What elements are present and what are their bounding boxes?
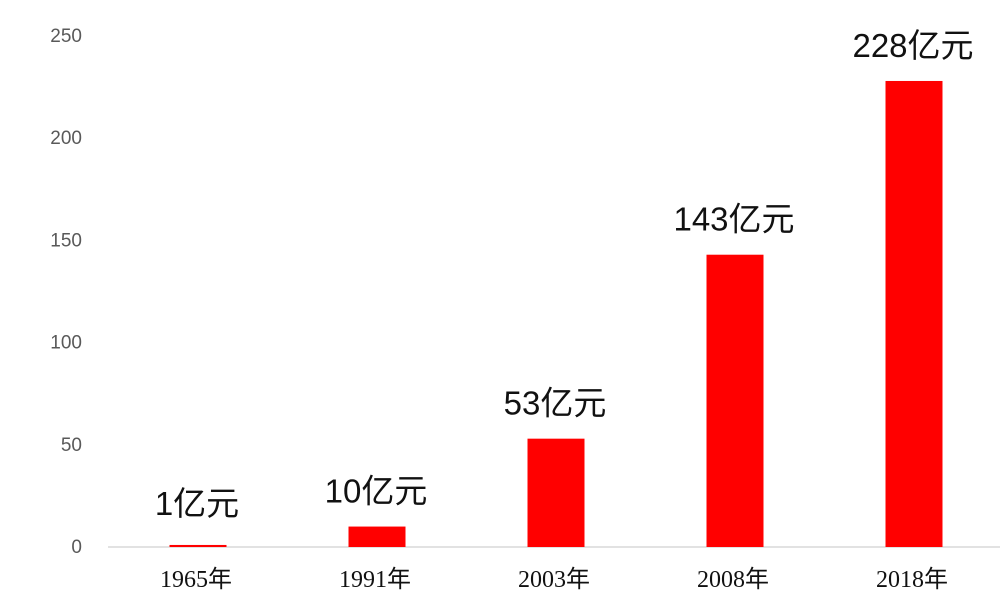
data-label: 53亿元 (504, 385, 607, 422)
data-label: 143亿元 (673, 201, 794, 238)
y-tick-label: 200 (50, 128, 82, 149)
data-label: 1亿元 (155, 485, 239, 522)
bar (527, 438, 585, 547)
x-tick-label: 2008年 (697, 566, 769, 593)
x-tick-label: 1991年 (339, 566, 411, 593)
bar (169, 544, 227, 547)
data-label: 10亿元 (325, 473, 428, 510)
bars (169, 80, 943, 547)
y-tick-label: 0 (71, 537, 82, 558)
data-labels: 1亿元 10亿元 53亿元 143亿元 228亿元 (155, 27, 974, 522)
y-tick-label: 50 (61, 435, 82, 456)
x-tick-label: 2018年 (876, 566, 948, 593)
bar (348, 526, 406, 547)
y-tick-label: 250 (50, 26, 82, 47)
bar (706, 254, 764, 547)
y-tick-label: 150 (50, 230, 82, 251)
x-axis-ticks: 1965年 1991年 2003年 2008年 2018年 (160, 566, 948, 593)
bar (885, 80, 943, 547)
data-label: 228亿元 (852, 27, 973, 64)
x-tick-label: 1965年 (160, 566, 232, 593)
x-tick-label: 2003年 (518, 566, 590, 593)
y-tick-label: 100 (50, 333, 82, 354)
y-axis-ticks: 0 50 100 150 200 250 (50, 26, 82, 558)
